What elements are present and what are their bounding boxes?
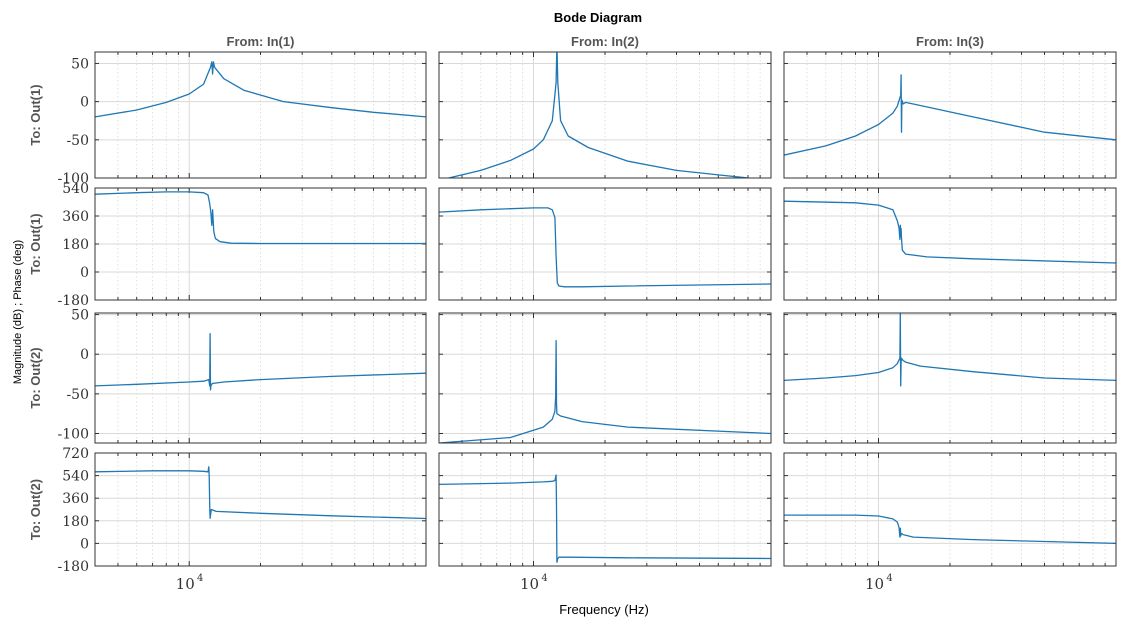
axes-frame xyxy=(94,187,427,301)
y-tick-label: 50 xyxy=(71,56,89,72)
y-tick-label: 0 xyxy=(80,265,89,281)
bode-panel xyxy=(783,312,1117,444)
bode-panel: 540 360 180 0 -180 xyxy=(58,181,427,309)
bode-panel: 10 4 xyxy=(438,452,772,593)
y-tick-label: -50 xyxy=(66,133,89,149)
panels: 500-50-1005403601800-180500-50-100720540… xyxy=(58,51,1117,593)
axes-frame xyxy=(94,452,427,567)
y-tick-label: -50 xyxy=(66,387,89,403)
x-tick-exponent: 4 xyxy=(541,573,547,584)
y-tick-label: 0 xyxy=(80,95,89,111)
axes-frame xyxy=(783,452,1117,567)
y-tick-label: 720 xyxy=(62,446,89,462)
y-tick-label: 180 xyxy=(62,237,89,253)
y-tick-label: -100 xyxy=(58,426,89,442)
bode-panel: 50 0 -50 -100 xyxy=(58,51,427,187)
y-tick-label: -180 xyxy=(58,559,89,575)
axes-frame xyxy=(94,312,427,444)
bode-panel xyxy=(438,312,772,444)
bode-curve xyxy=(95,466,426,520)
axes-frame xyxy=(438,312,772,444)
bode-curve xyxy=(784,313,1116,387)
bode-curve xyxy=(445,52,755,178)
bode-panel: 50 0 -50 -100 xyxy=(58,308,427,444)
x-tick-exponent: 4 xyxy=(197,573,203,584)
axes-frame xyxy=(94,51,427,179)
bode-curve xyxy=(784,514,1116,545)
axes-frame xyxy=(438,51,772,179)
y-tick-label: -180 xyxy=(58,293,89,309)
bode-curve xyxy=(784,74,1116,156)
y-tick-label: -100 xyxy=(58,171,89,187)
axes-frame xyxy=(783,51,1117,179)
y-tick-label: 0 xyxy=(80,536,89,552)
bode-panel: 720 540 360 180 0 -180 10 4 xyxy=(58,446,427,593)
chart-title: Bode Diagram xyxy=(554,10,642,25)
x-axis-label: Frequency (Hz) xyxy=(559,602,649,617)
bode-panel xyxy=(438,51,772,179)
y-tick-label: 360 xyxy=(62,209,89,225)
y-tick-label: 360 xyxy=(62,491,89,507)
y-tick-label: 180 xyxy=(62,514,89,530)
axes-frame xyxy=(438,452,772,567)
bode-curve xyxy=(439,340,771,443)
y-tick-label: 540 xyxy=(62,469,89,485)
row-label: To: Out(2) xyxy=(28,479,43,540)
y-tick-label: 540 xyxy=(62,181,89,197)
x-tick-label: 10 xyxy=(865,575,884,593)
x-tick-label: 10 xyxy=(520,575,539,593)
bode-panel xyxy=(783,187,1117,301)
bode-curve xyxy=(439,207,771,288)
column-title: From: In(2) xyxy=(571,34,639,49)
row-label: To: Out(1) xyxy=(28,213,43,274)
column-title: From: In(3) xyxy=(916,34,984,49)
axes-frame xyxy=(783,187,1117,301)
x-tick-label: 10 xyxy=(176,575,195,593)
y-axis-label: Magnitude (dB) ; Phase (deg) xyxy=(12,240,24,384)
axes-frame xyxy=(783,312,1117,444)
row-label: To: Out(1) xyxy=(28,84,43,145)
bode-curve xyxy=(784,200,1116,264)
column-titles: From: In(1) From: In(2) From: In(3) xyxy=(227,34,984,49)
bode-curve xyxy=(95,61,426,118)
row-label: To: Out(2) xyxy=(28,347,43,408)
row-labels: To: Out(1) To: Out(1) To: Out(2) To: Out(2) xyxy=(28,84,43,540)
bode-curve xyxy=(439,474,771,563)
y-tick-label: 50 xyxy=(71,308,89,324)
x-tick-exponent: 4 xyxy=(886,573,892,584)
bode-panel: 10 4 xyxy=(783,452,1117,593)
bode-panel xyxy=(438,187,772,301)
column-title: From: In(1) xyxy=(227,34,295,49)
bode-curve xyxy=(95,191,426,245)
bode-panel xyxy=(783,51,1117,179)
bode-curve xyxy=(95,332,426,391)
axes-frame xyxy=(438,187,772,301)
y-tick-label: 0 xyxy=(80,347,89,363)
